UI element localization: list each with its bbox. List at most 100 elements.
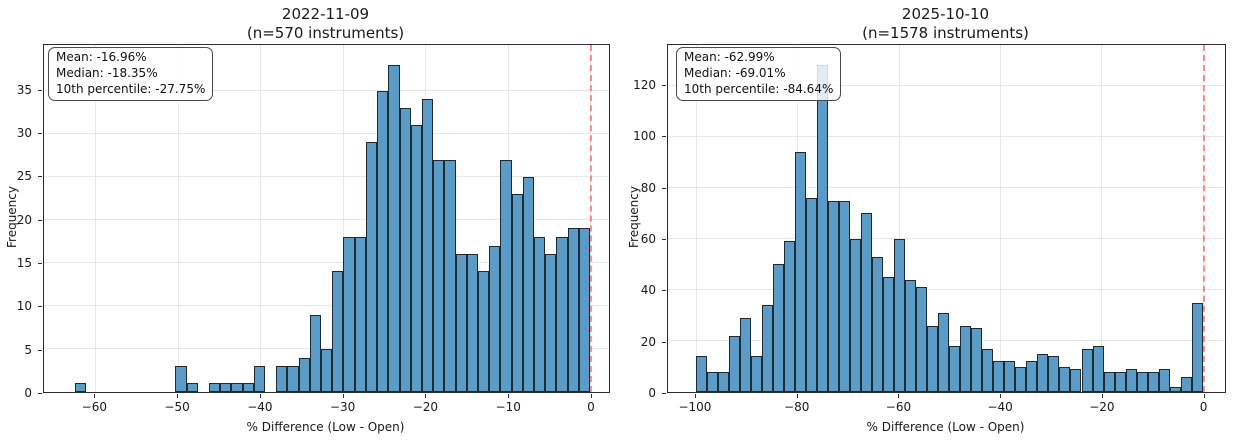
histogram-bar	[545, 254, 557, 392]
histogram-bar	[1114, 371, 1126, 392]
y-tick-mark	[38, 393, 42, 394]
left-chart-title-date: 2022-11-09	[281, 5, 370, 23]
left-stats-median: Median: -18.35%	[56, 65, 158, 80]
y-tick-label: 30	[16, 126, 32, 141]
histogram-bar	[982, 348, 994, 392]
histogram-bar	[466, 254, 478, 392]
x-tick-mark	[1203, 394, 1205, 398]
y-tick-label: 100	[633, 129, 656, 144]
y-tick-mark	[662, 341, 666, 343]
histogram-bar	[1026, 361, 1038, 392]
y-tick-mark	[38, 176, 42, 178]
x-gridline	[695, 45, 697, 392]
y-tick-label: 25	[16, 169, 32, 184]
histogram-bar	[433, 159, 445, 392]
histogram-bar	[388, 64, 400, 392]
histogram-bar	[354, 237, 366, 392]
histogram-bar	[761, 305, 773, 392]
x-gridline	[260, 45, 262, 392]
histogram-bar	[332, 271, 344, 392]
x-tick-label: −80	[784, 400, 810, 414]
histogram-bar	[489, 245, 501, 392]
x-tick-mark	[425, 394, 427, 398]
histogram-bar	[533, 237, 546, 392]
histogram-bar	[511, 193, 523, 392]
histogram-bar	[421, 99, 434, 392]
x-gridline	[1101, 45, 1103, 392]
right-stats-box: Mean: -62.99% Median: -69.01% 10th perce…	[676, 47, 842, 102]
y-tick-label: 20	[16, 212, 32, 227]
y-tick-mark	[662, 85, 666, 87]
left-x-axis-label: % Difference (Low - Open)	[246, 420, 405, 434]
right-x-axis-label: % Difference (Low - Open)	[866, 420, 1025, 434]
zero-reference-line	[590, 45, 593, 392]
y-tick-mark	[38, 89, 42, 91]
histogram-bar	[971, 328, 983, 392]
x-tick-mark	[796, 394, 798, 398]
x-tick-label: −60	[81, 400, 107, 414]
right-plot-area	[667, 44, 1226, 393]
histogram-bar	[1015, 366, 1027, 392]
histogram-bar	[231, 383, 243, 392]
y-tick-label: 15	[16, 256, 32, 271]
x-tick-mark	[508, 394, 510, 398]
zero-reference-line	[1202, 45, 1205, 392]
x-tick-mark	[177, 394, 179, 398]
histogram-bar	[784, 241, 796, 392]
x-tick-mark	[1000, 394, 1002, 398]
histogram-bar	[253, 366, 266, 392]
left-plot-area	[43, 44, 610, 393]
x-tick-label: −20	[1089, 400, 1115, 414]
right-stats-mean: Mean: -62.99%	[684, 50, 775, 64]
histogram-bar	[916, 287, 928, 392]
y-tick-label: 10	[16, 299, 32, 314]
right-chart-title-date: 2025-10-10	[901, 5, 990, 23]
x-tick-label: −10	[495, 400, 521, 414]
x-tick-label: −30	[329, 400, 356, 414]
histogram-bar	[522, 176, 534, 392]
histogram-bar	[872, 256, 884, 392]
histogram-bar	[567, 228, 579, 392]
histogram-bar	[186, 383, 198, 392]
y-tick-label: 35	[16, 82, 32, 97]
y-tick-mark	[662, 290, 666, 292]
y-tick-label: 0	[24, 386, 32, 400]
x-tick-label: −100	[678, 400, 712, 414]
histogram-bar	[850, 238, 862, 392]
y-tick-mark	[662, 136, 666, 138]
histogram-bar	[806, 198, 818, 392]
y-tick-label: 40	[640, 283, 656, 298]
histogram-bar	[817, 65, 829, 392]
histogram-bar	[343, 237, 355, 392]
histogram-bar	[298, 357, 310, 392]
x-tick-label: −20	[412, 400, 439, 414]
y-gridline	[44, 347, 609, 349]
x-tick-label: −60	[885, 400, 912, 414]
right-stats-median: Median: -69.01%	[684, 65, 786, 80]
histogram-bar	[399, 107, 411, 392]
histogram-bar	[1004, 361, 1016, 392]
histogram-bar	[578, 228, 591, 392]
x-tick-mark	[590, 394, 592, 398]
y-tick-mark	[662, 239, 666, 241]
y-gridline	[668, 84, 1225, 86]
y-tick-mark	[38, 349, 42, 351]
x-gridline	[177, 45, 179, 392]
histogram-bar	[242, 383, 254, 392]
histogram-bar	[773, 264, 785, 392]
x-tick-label: −50	[164, 400, 190, 414]
x-tick-mark	[342, 394, 344, 398]
histogram-bar	[960, 325, 972, 392]
histogram-bar	[1158, 369, 1170, 392]
histogram-bar	[365, 142, 378, 392]
x-tick-mark	[259, 394, 261, 398]
histogram-bar	[1169, 386, 1181, 392]
y-gridline	[668, 186, 1225, 188]
histogram-bar	[894, 238, 906, 392]
x-tick-mark	[94, 394, 96, 398]
histogram-bar	[883, 277, 895, 392]
right-stats-p10: 10th percentile: -84.64%	[684, 81, 834, 96]
left-stats-p10: 10th percentile: -27.75%	[56, 81, 206, 96]
histogram-bar	[1191, 302, 1203, 392]
x-tick-label: 0	[1199, 400, 1208, 414]
